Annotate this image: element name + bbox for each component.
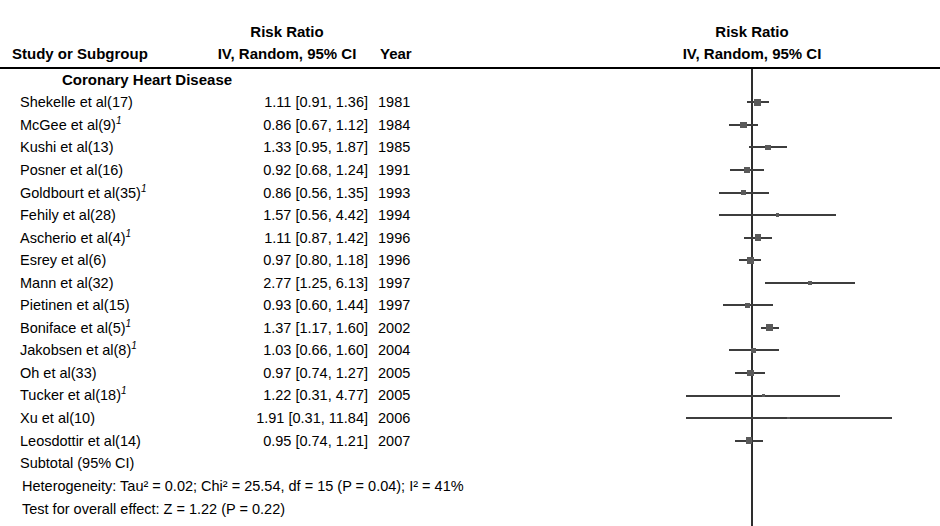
effect-point-marker [744,167,750,173]
effect-point-marker [787,417,790,420]
effect-point-marker [765,145,771,151]
study-year: 1997 [378,272,438,294]
effect-estimate-text: 0.97 [0.80, 1.18] [168,249,368,271]
subtotal-label: Subtotal (95% CI) [20,452,250,474]
plot-header-line1: Risk Ratio [715,23,788,40]
effect-estimate-text: 1.03 [0.66, 1.60] [168,339,368,361]
effect-point-marker [776,213,780,217]
study-year: 1985 [378,136,438,158]
effect-estimate-text: 1.11 [0.91, 1.36] [168,91,368,113]
effect-estimate-text: 1.33 [0.95, 1.87] [168,136,368,158]
study-year: 1981 [378,91,438,113]
effect-point-marker [747,370,754,377]
effect-estimate-text: 1.11 [0.87, 1.42] [168,227,368,249]
effect-estimate-text: 0.95 [0.74, 1.21] [168,430,368,452]
effect-estimate-text: 0.93 [0.60, 1.44] [168,294,368,316]
effect-point-marker [747,257,754,264]
study-year: 1991 [378,159,438,181]
effect-estimate-text: 0.92 [0.68, 1.24] [168,159,368,181]
study-year: 1997 [378,294,438,316]
effect-estimate-text: 0.86 [0.67, 1.12] [168,114,368,136]
effect-point-marker [751,348,756,353]
header-divider-line [0,67,940,69]
effect-point-marker [740,122,747,129]
study-year: 1984 [378,114,438,136]
effect-estimate-text: 0.86 [0.56, 1.35] [168,182,368,204]
effect-point-marker [746,437,753,444]
study-year: 2004 [378,339,438,361]
effect-column-header-line1: Risk Ratio [250,23,323,40]
subgroup-header: Coronary Heart Disease [62,71,232,88]
study-year: 1993 [378,182,438,204]
effect-estimate-text: 1.57 [0.56, 4.42] [168,204,368,226]
study-year: 2007 [378,430,438,452]
plot-header-line2: IV, Random, 95% CI [683,45,822,62]
study-column-header: Study or Subgroup [12,45,148,62]
null-effect-axis-line [751,69,753,526]
study-year: 1996 [378,249,438,271]
effect-estimate-text: 1.91 [0.31, 11.84] [168,407,368,429]
study-year: 2002 [378,317,438,339]
effect-point-marker [755,234,762,241]
effect-point-marker [762,394,765,397]
study-year: 1996 [378,227,438,249]
effect-point-marker [766,324,773,331]
year-column-header: Year [380,45,412,62]
effect-estimate-text: 1.22 [0.31, 4.77] [168,384,368,406]
effect-column-header-line2: IV, Random, 95% CI [218,45,357,62]
study-year: 2005 [378,362,438,384]
effect-estimate-text: 0.97 [0.74, 1.27] [168,362,368,384]
heterogeneity-stats: Heterogeneity: Tau² = 0.02; Chi² = 25.54… [22,478,464,494]
forest-plot-figure: Risk Ratio Study or Subgroup IV, Random,… [0,0,940,526]
effect-point-marker [741,190,746,195]
study-year: 2006 [378,407,438,429]
effect-estimate-text: 1.37 [1.17, 1.60] [168,317,368,339]
effect-point-marker [754,99,761,106]
effect-point-marker [808,281,812,285]
effect-point-marker [745,303,750,308]
effect-estimate-text: 2.77 [1.25, 6.13] [168,272,368,294]
overall-effect-test: Test for overall effect: Z = 1.22 (P = 0… [22,501,285,517]
study-year: 1994 [378,204,438,226]
study-year: 2005 [378,384,438,406]
